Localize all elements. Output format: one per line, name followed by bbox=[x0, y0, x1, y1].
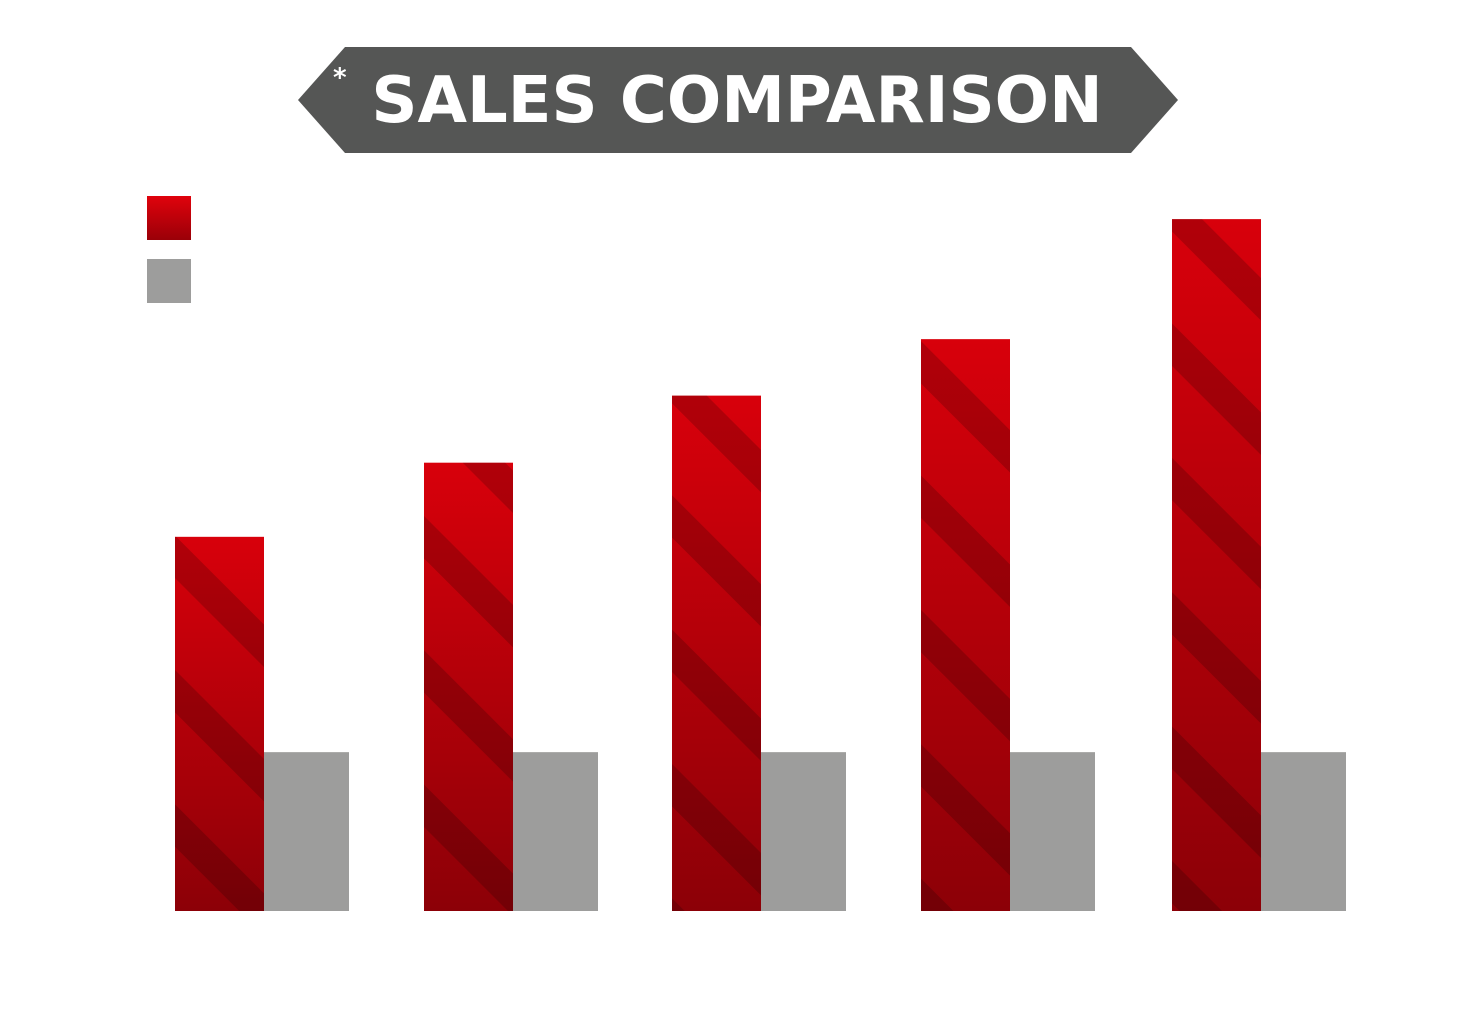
title-asterisk: * bbox=[333, 63, 347, 93]
bar-series-2-1 bbox=[264, 752, 349, 911]
bar-series-2-2 bbox=[513, 752, 598, 911]
chart-title: SALES COMPARISON bbox=[371, 64, 1102, 138]
bars-group bbox=[175, 219, 1346, 911]
title-banner: * SALES COMPARISON bbox=[298, 47, 1178, 153]
title-banner-shape bbox=[298, 47, 1178, 153]
legend-swatch-series-2 bbox=[147, 259, 191, 303]
bar-series-1-1-stripes bbox=[175, 536, 264, 911]
bar-series-1-2-stripes bbox=[424, 462, 513, 911]
bar-series-2-4 bbox=[1010, 752, 1095, 911]
bar-series-2-3 bbox=[761, 752, 846, 911]
bar-series-1-5-stripes bbox=[1172, 219, 1261, 911]
legend-swatch-series-1 bbox=[147, 196, 191, 240]
bar-series-2-5 bbox=[1261, 752, 1346, 911]
bar-series-1-4-stripes bbox=[921, 339, 1010, 911]
bar-series-1-3-stripes bbox=[672, 395, 761, 911]
